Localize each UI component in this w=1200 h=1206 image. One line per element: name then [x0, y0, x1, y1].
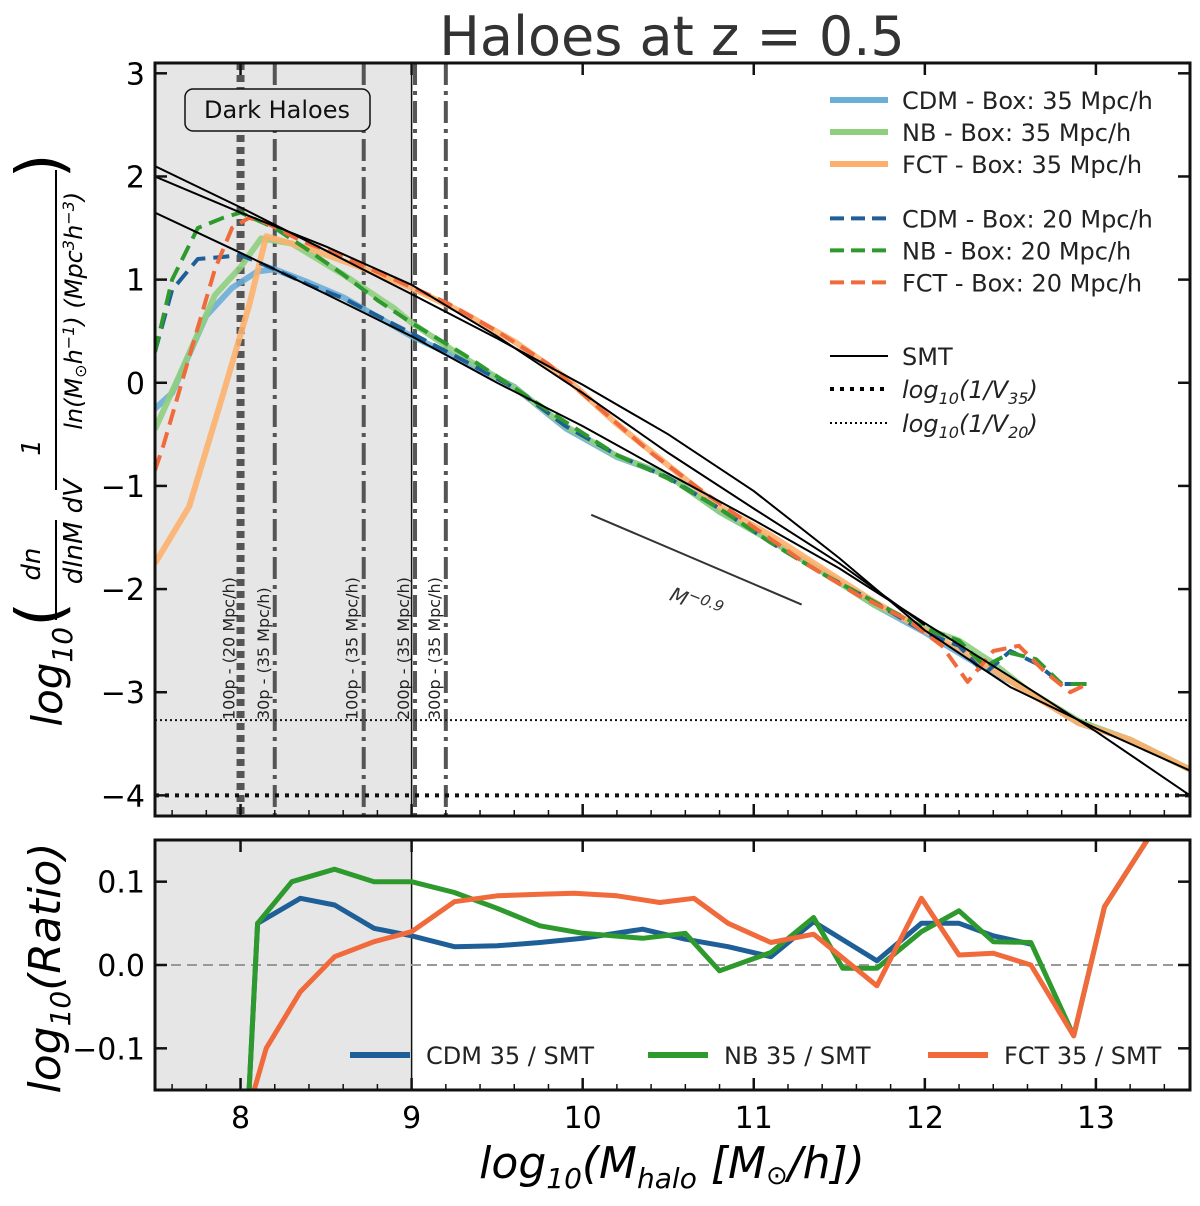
chart-title: Haloes at z = 0.5 [439, 5, 905, 68]
main-y-tick-label-1: 2 [126, 160, 145, 195]
ratio-y-ticks: 0.1 0.0 −0.1 [72, 866, 1190, 1067]
ratio-legend-label-2: FCT 35 / SMT [1004, 1042, 1162, 1070]
x-tick-label-3: 11 [735, 1101, 773, 1136]
resolution-line-label-0: 100p - (20 Mpc/h) [220, 577, 239, 720]
x-tick-label-1: 9 [402, 1101, 421, 1136]
smt-curve-1 [155, 165, 1190, 772]
legend-label-v20: log10(1/V20) [902, 410, 1038, 442]
main-legend: CDM - Box: 35 Mpc/h NB - Box: 35 Mpc/h FCT… [830, 87, 1153, 442]
legend-label-1: NB - Box: 35 Mpc/h [902, 119, 1131, 147]
main-axes-frame [153, 61, 1192, 818]
dark-haloes-region [155, 63, 412, 816]
main-y-axis-label: log10( dn dlnM dV 1 ln(M⊙h−1) (Mpc3h−3) … [1, 153, 92, 726]
ratio-series [246, 840, 1150, 1090]
slope-reference-line [590, 513, 803, 606]
main-y-tick-label-2: 1 [126, 264, 145, 299]
legend-label-3: CDM - Box: 20 Mpc/h [902, 205, 1153, 233]
x-tick-label-4: 12 [906, 1101, 944, 1136]
main-y-tick-label-3: 0 [126, 367, 145, 402]
svg-text:Dark Haloes: Dark Haloes [204, 96, 350, 124]
resolution-line-label-1: 30p - (35 Mpc/h) [254, 587, 273, 720]
svg-text:log10( dn dlnM dV: log10( dn dlnM dV 1 ln(M⊙h−1) (Mpc3h−3) … [1, 153, 92, 726]
main-y-tick-label-0: 3 [126, 57, 145, 92]
main-x-ticks [171, 63, 1166, 816]
smt-curve-0 [155, 211, 1190, 797]
ratio-y-tick-label-0: 0.1 [97, 866, 145, 901]
main-y-tick-label-7: −4 [101, 779, 145, 814]
main-y-tick-label-5: −2 [101, 573, 145, 608]
ratio-y-tick-label-2: −0.1 [72, 1032, 145, 1067]
ratio-legend-label-0: CDM 35 / SMT [426, 1042, 594, 1070]
ratio-y-axis-label: log10(Ratio) [20, 843, 77, 1094]
x-tick-label-5: 13 [1077, 1101, 1115, 1136]
ratio-line-1 [246, 840, 1150, 1090]
dark-haloes-badge: Dark Haloes [184, 88, 371, 132]
legend-label-2: FCT - Box: 35 Mpc/h [902, 151, 1142, 179]
main-panel: 100p - (20 Mpc/h) 30p - (35 Mpc/h) 100p - … [101, 57, 1192, 818]
resolution-lines: 100p - (20 Mpc/h) 30p - (35 Mpc/h) 100p - … [220, 63, 448, 816]
svg-text:log10(Ratio): log10(Ratio) [20, 843, 77, 1094]
volume-limit-lines [155, 719, 1190, 798]
ratio-legend: CDM 35 / SMT NB 35 / SMT FCT 35 / SMT [350, 1042, 1162, 1070]
resolution-line-label-4: 300p - (35 Mpc/h) [425, 577, 444, 720]
x-axis-label: log10(Mhalo [M⊙/h]) [479, 1138, 865, 1195]
ratio-legend-label-1: NB 35 / SMT [724, 1042, 871, 1070]
smt-curve-2 [155, 175, 926, 627]
ratio-panel: 8 9 10 11 12 13 0.1 0.0 −0.1 CDM 35 / SMT NB 35 … [72, 838, 1192, 1136]
main-y-ticks: 3 2 1 0 −1 −2 −3 −4 [101, 57, 1190, 814]
x-tick-label-2: 10 [564, 1101, 602, 1136]
x-tick-label-0: 8 [231, 1101, 250, 1136]
slope-annotation: M−0.9 [667, 579, 727, 624]
ratio-line-2 [251, 840, 1150, 1090]
resolution-line-label-2: 100p - (35 Mpc/h) [343, 577, 362, 720]
ratio-y-tick-label-1: 0.0 [97, 949, 145, 984]
legend-label-0: CDM - Box: 35 Mpc/h [902, 87, 1153, 115]
legend-label-4: NB - Box: 20 Mpc/h [902, 237, 1131, 265]
resolution-line-label-3: 200p - (35 Mpc/h) [394, 577, 413, 720]
main-y-tick-label-6: −3 [101, 676, 145, 711]
svg-text:log10(Mhalo [M⊙/h]): log10(Mhalo [M⊙/h]) [479, 1138, 865, 1195]
ratio-x-ticks: 8 9 10 11 12 13 [171, 840, 1166, 1136]
legend-label-5: FCT - Box: 20 Mpc/h [902, 269, 1142, 297]
smt-curves [155, 165, 1190, 797]
legend-label-v35: log10(1/V35) [902, 376, 1038, 408]
legend-label-smt: SMT [902, 343, 953, 371]
main-y-tick-label-4: −1 [101, 470, 145, 505]
